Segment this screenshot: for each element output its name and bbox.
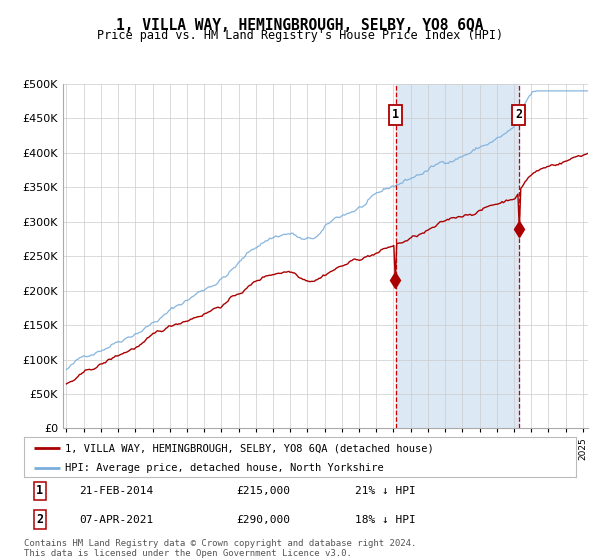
Text: £215,000: £215,000 [236,486,290,496]
Text: 07-APR-2021: 07-APR-2021 [79,515,154,525]
Text: Price paid vs. HM Land Registry's House Price Index (HPI): Price paid vs. HM Land Registry's House … [97,29,503,42]
Text: 1, VILLA WAY, HEMINGBROUGH, SELBY, YO8 6QA (detached house): 1, VILLA WAY, HEMINGBROUGH, SELBY, YO8 6… [65,443,434,453]
Text: 18% ↓ HPI: 18% ↓ HPI [355,515,416,525]
Text: Contains HM Land Registry data © Crown copyright and database right 2024.
This d: Contains HM Land Registry data © Crown c… [24,539,416,558]
Text: 2: 2 [36,513,43,526]
Text: 1, VILLA WAY, HEMINGBROUGH, SELBY, YO8 6QA: 1, VILLA WAY, HEMINGBROUGH, SELBY, YO8 6… [116,18,484,33]
Bar [395,84,518,428]
Text: HPI: Average price, detached house, North Yorkshire: HPI: Average price, detached house, Nort… [65,463,384,473]
Text: 1: 1 [392,109,399,122]
Text: 21-FEB-2014: 21-FEB-2014 [79,486,154,496]
Text: 21% ↓ HPI: 21% ↓ HPI [355,486,416,496]
Text: 1: 1 [36,484,43,497]
Text: £290,000: £290,000 [236,515,290,525]
Text: 2: 2 [515,109,522,122]
